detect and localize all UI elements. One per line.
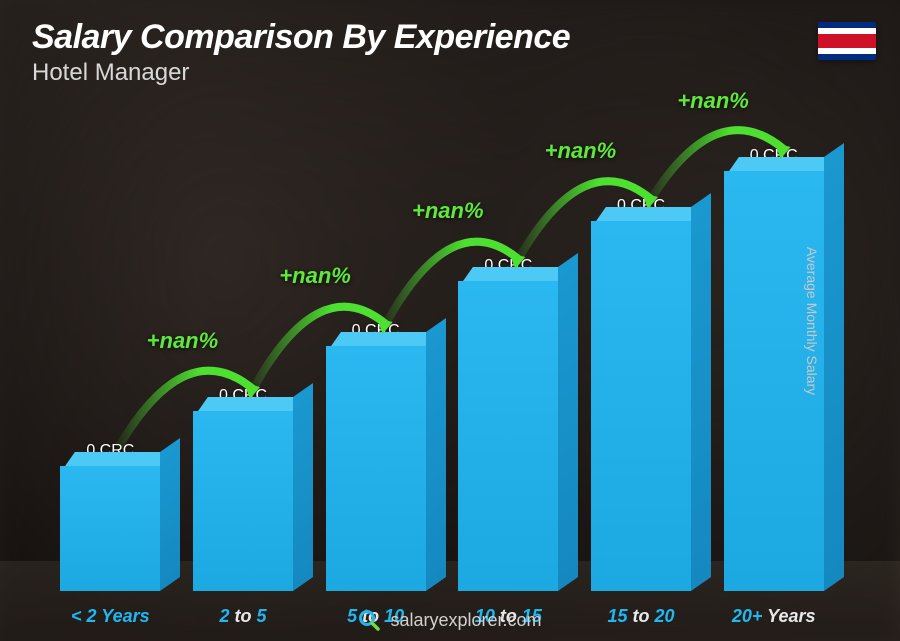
- chart-container: Salary Comparison By Experience Hotel Ma…: [0, 0, 900, 641]
- increase-label: +nan%: [545, 138, 617, 164]
- bar-slot: 0 CRC10 to 15: [442, 91, 575, 591]
- bar: [193, 411, 293, 591]
- chart-subtitle: Hotel Manager: [32, 59, 570, 87]
- chart-title: Salary Comparison By Experience: [32, 18, 570, 57]
- bar-slot: 0 CRC5 to 10: [309, 91, 442, 591]
- bar: [458, 281, 558, 591]
- footer-site: salaryexplorer.com: [390, 610, 541, 631]
- header: Salary Comparison By Experience Hotel Ma…: [32, 18, 570, 87]
- increase-label: +nan%: [147, 328, 219, 354]
- country-flag-costa-rica: [818, 22, 876, 60]
- bar: [326, 346, 426, 591]
- increase-label: +nan%: [279, 263, 351, 289]
- increase-label: +nan%: [677, 88, 749, 114]
- increase-label: +nan%: [412, 198, 484, 224]
- footer: salaryexplorer.com: [0, 609, 900, 631]
- logo-icon: [358, 609, 380, 631]
- bar-slot: 0 CRC15 to 20: [575, 91, 708, 591]
- y-axis-label: Average Monthly Salary: [804, 246, 820, 394]
- bar: [591, 221, 691, 591]
- bar: [60, 466, 160, 591]
